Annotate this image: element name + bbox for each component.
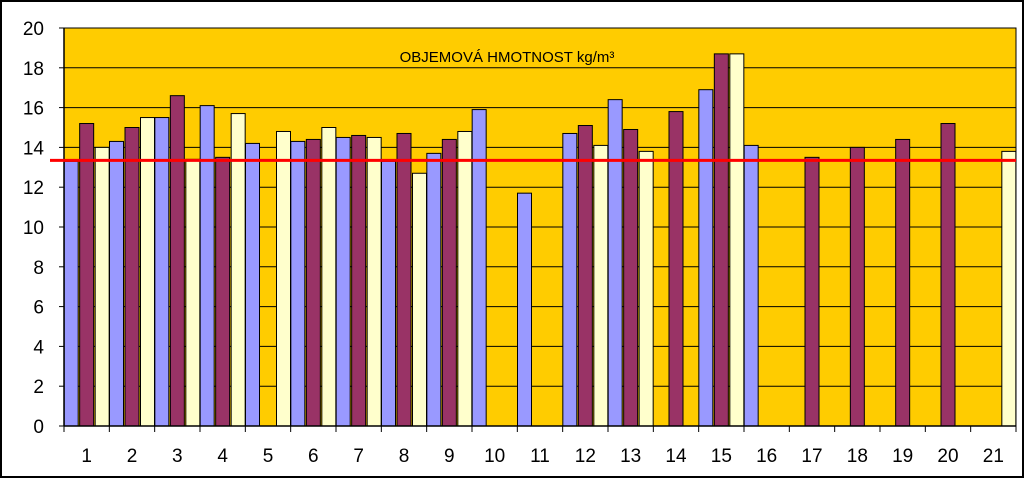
x-tick-label: 13	[620, 446, 641, 467]
bar	[1001, 150, 1017, 427]
bar	[245, 142, 260, 427]
bar	[79, 123, 95, 427]
bar	[154, 117, 170, 427]
bar	[169, 95, 185, 427]
x-axis-ticks: 1 2 3 4 5 6 7 8 9 10 11 12 13 14 15 16 17 18 19 20 21	[63, 426, 1017, 467]
bar	[381, 160, 396, 427]
bar	[471, 109, 487, 427]
x-tick-label: 21	[983, 446, 1004, 467]
bar	[366, 136, 382, 427]
bar	[804, 156, 820, 427]
y-tick-label: 10	[23, 218, 44, 239]
bar	[185, 158, 201, 427]
bar	[562, 132, 578, 427]
y-tick-label: 6	[33, 298, 44, 319]
y-tick-label: 18	[23, 59, 44, 80]
bar	[63, 160, 79, 427]
bar	[895, 138, 911, 427]
bar	[396, 132, 412, 427]
bar	[276, 130, 291, 427]
x-tick-label: 16	[756, 446, 777, 467]
bar	[335, 136, 351, 427]
x-tick-label: 20	[937, 446, 958, 467]
x-tick-label: 19	[892, 446, 913, 467]
y-tick-label: 8	[33, 258, 44, 279]
bar	[457, 130, 473, 427]
x-tick-label: 1	[81, 446, 92, 467]
chart-title: OBJEMOVÁ HMOTNOST kg/m³	[400, 49, 615, 66]
x-tick-label: 12	[575, 446, 596, 467]
y-tick-label: 0	[33, 417, 44, 438]
bar	[623, 128, 639, 427]
x-tick-label: 15	[711, 446, 732, 467]
x-tick-label: 2	[127, 446, 138, 467]
x-tick-label: 18	[847, 446, 868, 467]
bar	[94, 146, 110, 427]
y-tick-label: 4	[33, 337, 44, 358]
y-tick-label: 12	[23, 178, 44, 199]
bar	[577, 125, 593, 427]
bar	[140, 117, 155, 427]
x-tick-label: 4	[217, 446, 228, 467]
x-tick-label: 14	[665, 446, 687, 467]
bar	[638, 150, 654, 427]
bar	[109, 140, 124, 427]
x-tick-label: 11	[530, 446, 550, 467]
x-tick-label: 5	[263, 446, 274, 467]
x-tick-label: 17	[801, 446, 822, 467]
bar	[849, 146, 865, 427]
bars	[63, 53, 1017, 427]
bar	[713, 53, 729, 427]
bar	[517, 192, 532, 427]
bar	[305, 138, 321, 427]
bar	[124, 127, 140, 427]
x-tick-label: 9	[444, 446, 455, 467]
y-tick-label: 20	[23, 19, 44, 40]
bar	[607, 99, 623, 427]
bar	[729, 53, 745, 427]
x-tick-label: 8	[399, 446, 410, 467]
x-tick-label: 6	[308, 446, 319, 467]
bar	[321, 127, 337, 427]
x-tick-label: 7	[353, 446, 364, 467]
bar	[668, 111, 684, 427]
bar	[593, 144, 609, 427]
x-tick-label: 10	[484, 446, 505, 467]
x-tick-label: 3	[172, 446, 183, 467]
bar	[743, 144, 759, 427]
y-tick-label: 14	[23, 138, 45, 159]
bar	[940, 123, 956, 427]
bar	[351, 134, 367, 427]
y-axis-ticks: 0 2 4 6 8 10 12 14 16 18 20	[23, 19, 64, 438]
bar	[698, 89, 714, 427]
bar	[215, 156, 231, 427]
bar	[412, 172, 427, 427]
bar	[441, 138, 457, 427]
y-tick-label: 2	[33, 377, 44, 398]
bar	[290, 140, 306, 427]
bar	[199, 105, 215, 427]
y-tick-label: 16	[23, 99, 44, 120]
bar	[426, 152, 442, 427]
